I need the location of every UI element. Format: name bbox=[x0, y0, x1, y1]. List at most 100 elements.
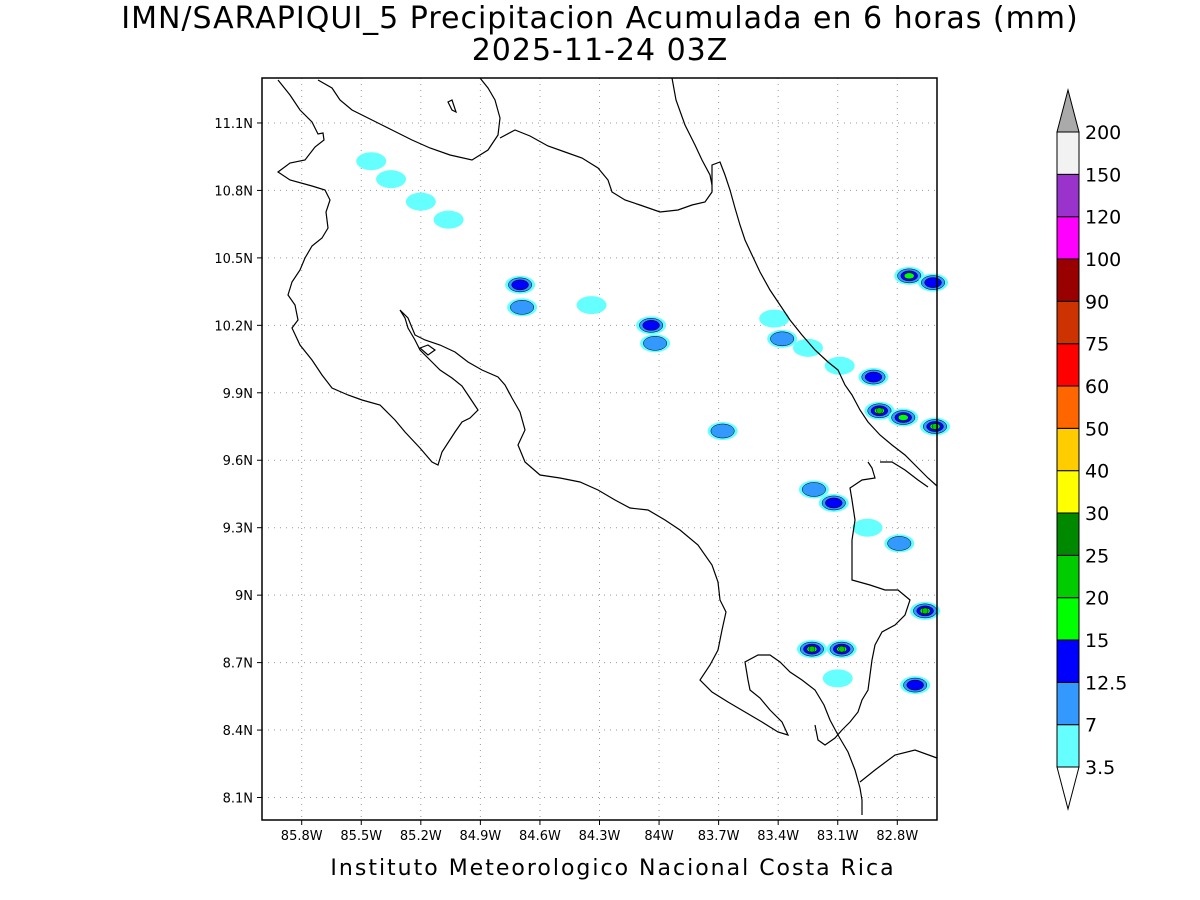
colorbar-swatch bbox=[1056, 681, 1080, 726]
precip-cell bbox=[507, 298, 538, 317]
colorbar-swatch bbox=[1056, 597, 1080, 641]
precip-contour bbox=[642, 320, 660, 331]
lon-tick-label: 82.8W bbox=[876, 829, 918, 844]
precip-cell bbox=[826, 640, 857, 659]
colorbar-label: 3.5 bbox=[1085, 757, 1115, 779]
precip-contour bbox=[852, 518, 883, 537]
colorbar-label: 60 bbox=[1085, 376, 1109, 398]
precip-contour bbox=[822, 669, 853, 688]
latitude-tick-labels: 11.1N 10.8N 10.5N 10.2N 9.9N 9.6N 9.3N 9N 8.7N 8.… bbox=[214, 117, 262, 807]
lat-tick-label: 8.4N bbox=[223, 724, 253, 739]
lat-tick-label: 10.2N bbox=[214, 319, 253, 334]
precip-contour bbox=[808, 645, 816, 653]
precip-cell bbox=[707, 422, 738, 441]
precip-cell bbox=[822, 669, 853, 688]
precip-cell bbox=[894, 266, 925, 285]
precip-contour bbox=[576, 296, 607, 315]
lon-tick-label: 84.3W bbox=[579, 829, 621, 844]
precip-contour bbox=[770, 331, 795, 347]
precip-cell bbox=[918, 273, 949, 292]
lat-tick-label: 8.1N bbox=[223, 792, 253, 807]
precip-cell bbox=[767, 329, 798, 348]
lon-tick-label: 85.2W bbox=[400, 829, 442, 844]
colorbar-label: 50 bbox=[1085, 418, 1109, 440]
precip-contour bbox=[924, 277, 942, 288]
colorbar-lower-arrow bbox=[1056, 766, 1080, 811]
caribbean-coastline-2 bbox=[499, 129, 938, 487]
precip-contour bbox=[405, 192, 436, 211]
precip-cell bbox=[900, 676, 931, 695]
precip-cell bbox=[818, 493, 849, 512]
precip-contour bbox=[801, 482, 826, 497]
colorbar-label: 15 bbox=[1085, 630, 1109, 652]
precip-cell bbox=[796, 640, 827, 659]
precip-contour bbox=[710, 423, 735, 439]
lat-tick-label: 9.3N bbox=[223, 522, 253, 537]
precip-contour bbox=[921, 607, 929, 615]
precip-contour bbox=[510, 300, 535, 315]
precip-contour bbox=[838, 645, 845, 653]
colorbar-swatch bbox=[1056, 512, 1080, 556]
lon-tick-label: 84.6W bbox=[519, 829, 561, 844]
precip-cell bbox=[888, 408, 919, 427]
colorbar-swatch bbox=[1056, 554, 1080, 599]
precip-cell bbox=[910, 601, 941, 620]
colorbar-swatch bbox=[1056, 639, 1080, 683]
precip-contour bbox=[433, 210, 464, 229]
lon-tick-label: 83.1W bbox=[817, 829, 859, 844]
precip-cell bbox=[858, 368, 889, 387]
precip-cell bbox=[576, 296, 607, 315]
colorbar-swatch bbox=[1056, 343, 1080, 387]
precip-cell bbox=[505, 275, 536, 294]
lat-tick-label: 9.9N bbox=[223, 387, 253, 402]
colorbar-swatch bbox=[1056, 258, 1080, 302]
precip-cell bbox=[864, 401, 895, 420]
lat-tick-label: 10.5N bbox=[214, 252, 253, 267]
colorbar-label: 75 bbox=[1085, 334, 1109, 356]
precip-contour bbox=[376, 170, 407, 189]
pacific-coastline bbox=[276, 79, 863, 815]
precip-cell bbox=[433, 210, 464, 229]
precipitation-cells bbox=[356, 152, 951, 695]
precip-cell bbox=[884, 534, 915, 553]
panama-coast bbox=[880, 461, 929, 488]
lat-tick-label: 10.8N bbox=[214, 184, 253, 199]
colorbar-label: 150 bbox=[1085, 164, 1121, 186]
lon-tick-label: 85.5W bbox=[340, 829, 382, 844]
colorbar-swatch bbox=[1056, 300, 1080, 345]
precip-contour bbox=[897, 414, 909, 421]
map-subtitle: 2025-11-24 03Z bbox=[471, 33, 729, 68]
precip-contour bbox=[792, 338, 823, 357]
colorbar-swatch bbox=[1056, 216, 1080, 260]
colorbar-swatch bbox=[1056, 724, 1080, 768]
precip-contour bbox=[887, 536, 912, 551]
north-island bbox=[447, 99, 458, 114]
precip-contour bbox=[356, 152, 387, 171]
lon-tick-label: 84W bbox=[644, 829, 674, 844]
precip-cell bbox=[792, 338, 823, 357]
precip-contour bbox=[906, 679, 924, 691]
colorbar-label: 12.5 bbox=[1085, 672, 1127, 694]
precip-contour bbox=[825, 497, 843, 509]
precip-contour bbox=[903, 272, 915, 280]
precip-cell bbox=[405, 192, 436, 211]
colorbar-label: 20 bbox=[1085, 588, 1109, 610]
lon-tick-label: 85.8W bbox=[281, 829, 323, 844]
precip-contour bbox=[759, 309, 790, 328]
colorbar-label: 120 bbox=[1085, 207, 1121, 229]
caribbean-coastline bbox=[317, 77, 501, 161]
colorbar-swatch bbox=[1056, 427, 1080, 472]
colorbar-swatch bbox=[1056, 385, 1080, 429]
colorbar-label: 40 bbox=[1085, 461, 1109, 483]
precip-cell bbox=[852, 518, 883, 537]
precip-contour bbox=[511, 279, 529, 291]
lat-tick-label: 8.7N bbox=[223, 657, 253, 672]
lon-tick-label: 83.4W bbox=[757, 829, 799, 844]
colorbar-label: 100 bbox=[1085, 249, 1121, 271]
precip-contour bbox=[864, 371, 883, 383]
colorbar-swatch bbox=[1056, 173, 1080, 218]
lat-tick-label: 9N bbox=[235, 589, 253, 604]
colorbar-label: 25 bbox=[1085, 545, 1109, 567]
precip-contour bbox=[876, 407, 883, 415]
